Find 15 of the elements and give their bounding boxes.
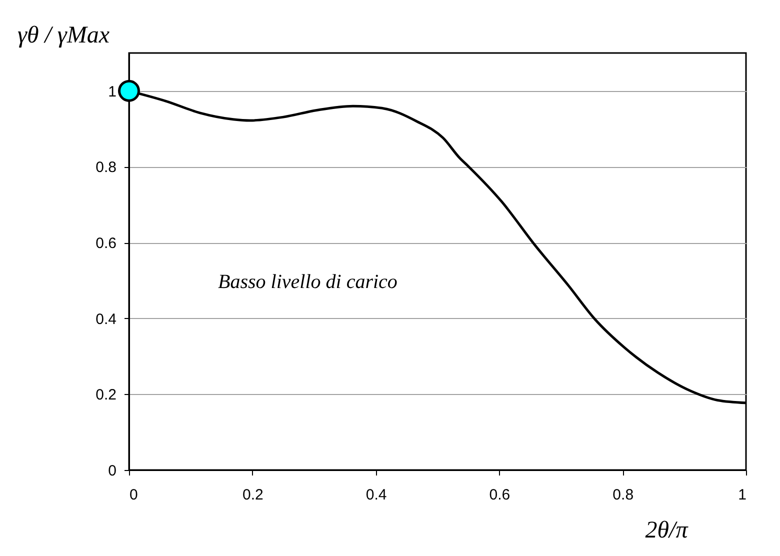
y-tick-label: 0.4 bbox=[96, 310, 116, 328]
annotation: Basso livello di carico bbox=[218, 271, 398, 293]
x-tick-label: 0.2 bbox=[242, 486, 264, 504]
y-axis-title: γθ / γMax bbox=[18, 22, 110, 48]
y-tick-label: 0.6 bbox=[96, 235, 116, 252]
x-tick-label: 0.6 bbox=[489, 486, 510, 504]
y-tick-label: 1 bbox=[108, 83, 116, 100]
y-tick-label: 0.2 bbox=[96, 386, 116, 404]
x-tick-label: 0.8 bbox=[612, 486, 634, 504]
x-axis-title: 2θ/π bbox=[645, 518, 689, 544]
y-tick-label: 0 bbox=[108, 462, 116, 480]
x-tick-label: 0 bbox=[130, 486, 138, 504]
x-tick-label: 1 bbox=[738, 486, 746, 504]
x-tick-label: 0.4 bbox=[366, 486, 387, 504]
y-tick-label: 0.8 bbox=[96, 159, 116, 176]
